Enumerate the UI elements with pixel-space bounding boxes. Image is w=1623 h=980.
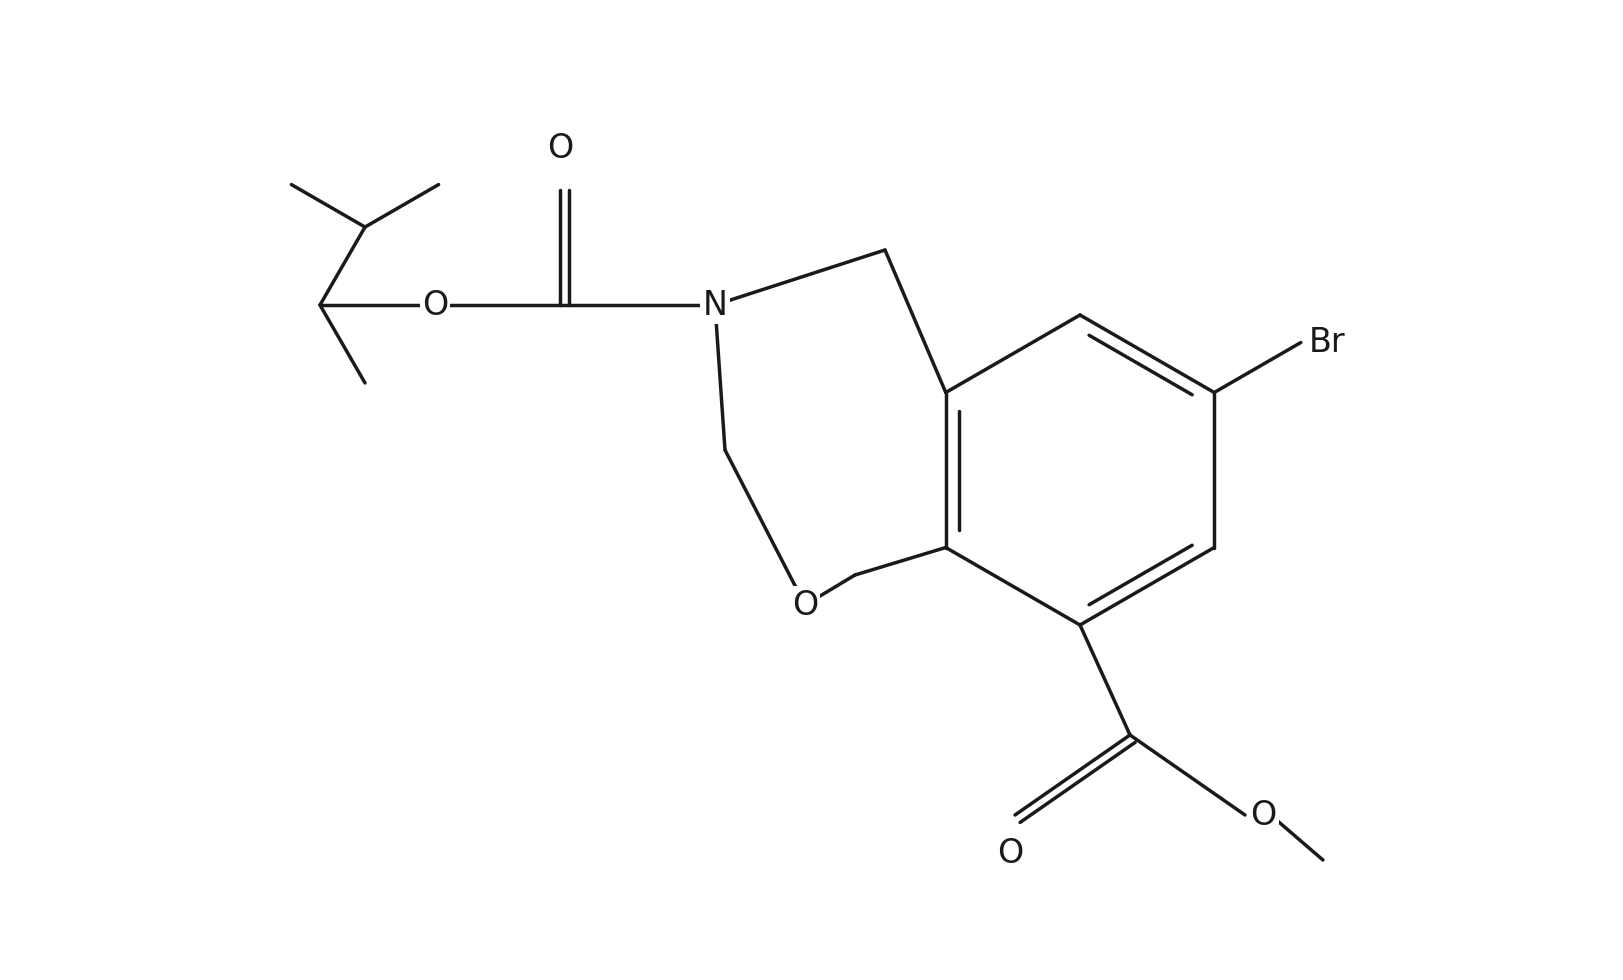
Text: O: O bbox=[792, 589, 818, 621]
Text: O: O bbox=[547, 132, 573, 165]
Text: Br: Br bbox=[1308, 326, 1345, 359]
Text: O: O bbox=[1250, 799, 1276, 831]
Text: O: O bbox=[997, 837, 1022, 870]
Text: N: N bbox=[703, 288, 727, 321]
Text: O: O bbox=[422, 288, 448, 321]
